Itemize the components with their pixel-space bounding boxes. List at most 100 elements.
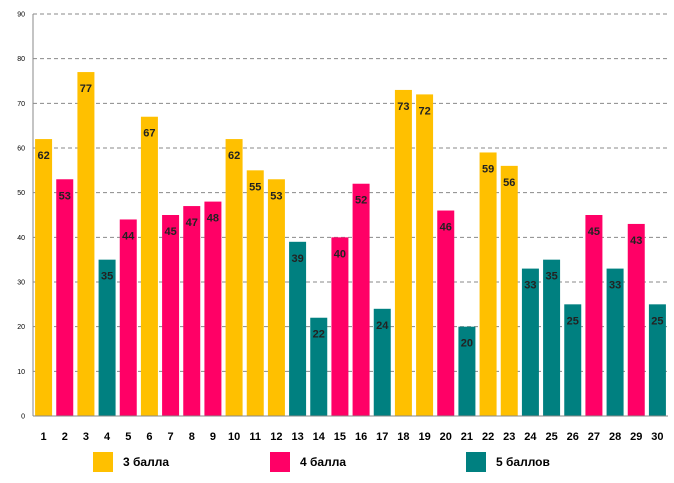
data-label-21: 20 — [461, 338, 473, 350]
x-tick-label-10: 10 — [228, 431, 240, 443]
x-tick-label-17: 17 — [376, 431, 388, 443]
legend-item-g3: 3 балла — [93, 452, 169, 472]
bar-29 — [627, 223, 645, 416]
gridlines — [33, 13, 668, 372]
y-tick-label: 60 — [17, 146, 25, 153]
legend-swatch-g5 — [466, 452, 486, 472]
data-label-16: 52 — [355, 195, 367, 207]
bar-20 — [437, 210, 455, 416]
x-tick-label-11: 11 — [249, 431, 261, 443]
legend-swatch-g3 — [93, 452, 113, 472]
y-tick-label: 0 — [21, 414, 25, 421]
bar-10 — [225, 139, 243, 417]
x-tick-label-9: 9 — [210, 431, 216, 443]
data-label-20: 46 — [440, 222, 452, 234]
x-tick-label-20: 20 — [440, 431, 452, 443]
x-tick-label-19: 19 — [418, 431, 430, 443]
bar-28 — [606, 268, 624, 416]
y-tick-label: 80 — [17, 56, 25, 63]
bar-27 — [585, 215, 603, 416]
x-axis-ticks: 1 2 3 4 5 6 7 8 9 10 11 12 13 14 15 16 17 18 19 20 21 22 23 24 2… — [41, 431, 664, 443]
bar-30 — [648, 304, 666, 416]
bars — [35, 72, 666, 417]
data-label-23: 56 — [503, 177, 515, 189]
bar-19 — [416, 94, 434, 417]
y-tick-label: 20 — [17, 324, 25, 331]
x-tick-label-28: 28 — [609, 431, 621, 443]
x-tick-label-3: 3 — [83, 431, 89, 443]
bar-21 — [458, 326, 476, 416]
data-label-12: 53 — [270, 190, 282, 202]
y-tick-label: 50 — [17, 190, 25, 197]
x-tick-label-4: 4 — [104, 431, 111, 443]
bar-1 — [35, 139, 53, 417]
bar-26 — [564, 304, 582, 416]
bar-25 — [543, 259, 561, 416]
x-tick-label-22: 22 — [482, 431, 494, 443]
bar-23 — [500, 165, 518, 416]
y-axis-ticks: 0 10 20 30 40 50 60 70 80 90 — [17, 12, 25, 421]
x-tick-label-7: 7 — [168, 431, 174, 443]
data-label-30: 25 — [651, 315, 663, 327]
bar-16 — [352, 183, 370, 416]
x-tick-label-24: 24 — [524, 431, 537, 443]
data-label-5: 44 — [122, 230, 135, 242]
data-label-13: 39 — [291, 253, 303, 265]
bar-15 — [331, 237, 349, 416]
x-tick-label-13: 13 — [291, 431, 303, 443]
y-tick-label: 90 — [17, 12, 25, 19]
x-tick-label-27: 27 — [588, 431, 600, 443]
bar-12 — [267, 179, 285, 416]
legend-label-g3: 3 балла — [123, 455, 170, 469]
data-label-25: 35 — [545, 271, 557, 283]
data-label-14: 22 — [313, 329, 325, 341]
x-tick-label-23: 23 — [503, 431, 515, 443]
bar-3 — [77, 72, 95, 417]
bar-24 — [521, 268, 539, 416]
data-label-10: 62 — [228, 150, 240, 162]
data-label-4: 35 — [101, 271, 113, 283]
x-tick-label-1: 1 — [41, 431, 47, 443]
x-tick-label-16: 16 — [355, 431, 367, 443]
y-tick-label: 10 — [17, 369, 25, 376]
data-label-24: 33 — [524, 280, 536, 292]
x-tick-label-8: 8 — [189, 431, 195, 443]
data-label-18: 73 — [397, 101, 409, 113]
data-label-15: 40 — [334, 248, 346, 260]
bar-13 — [289, 241, 307, 416]
x-tick-label-5: 5 — [125, 431, 131, 443]
bar-11 — [246, 170, 264, 416]
bar-18 — [394, 89, 412, 416]
x-tick-label-18: 18 — [397, 431, 409, 443]
data-label-7: 45 — [164, 226, 176, 238]
data-label-9: 48 — [207, 213, 219, 225]
legend-swatch-g4 — [270, 452, 290, 472]
data-label-3: 77 — [80, 83, 92, 95]
y-tick-label: 40 — [17, 235, 25, 242]
data-label-19: 72 — [418, 105, 430, 117]
data-label-27: 45 — [588, 226, 600, 238]
bar-6 — [140, 116, 158, 416]
y-tick-label: 30 — [17, 280, 25, 287]
bar-8 — [183, 206, 201, 416]
bar-5 — [119, 219, 137, 416]
data-label-17: 24 — [376, 320, 389, 332]
x-tick-label-29: 29 — [630, 431, 642, 443]
x-tick-label-2: 2 — [62, 431, 68, 443]
y-tick-label: 70 — [17, 101, 25, 108]
data-label-11: 55 — [249, 181, 261, 193]
data-label-26: 25 — [567, 315, 579, 327]
x-tick-label-30: 30 — [651, 431, 663, 443]
x-tick-label-6: 6 — [146, 431, 152, 443]
data-label-29: 43 — [630, 235, 642, 247]
x-tick-label-25: 25 — [545, 431, 557, 443]
bar-4 — [98, 259, 116, 416]
data-label-8: 47 — [186, 217, 198, 229]
x-tick-label-15: 15 — [334, 431, 346, 443]
data-label-2: 53 — [59, 190, 71, 202]
bar-7 — [162, 215, 180, 416]
legend-label-g4: 4 балла — [300, 455, 347, 469]
x-tick-label-14: 14 — [313, 431, 326, 443]
bar-17 — [373, 308, 391, 416]
